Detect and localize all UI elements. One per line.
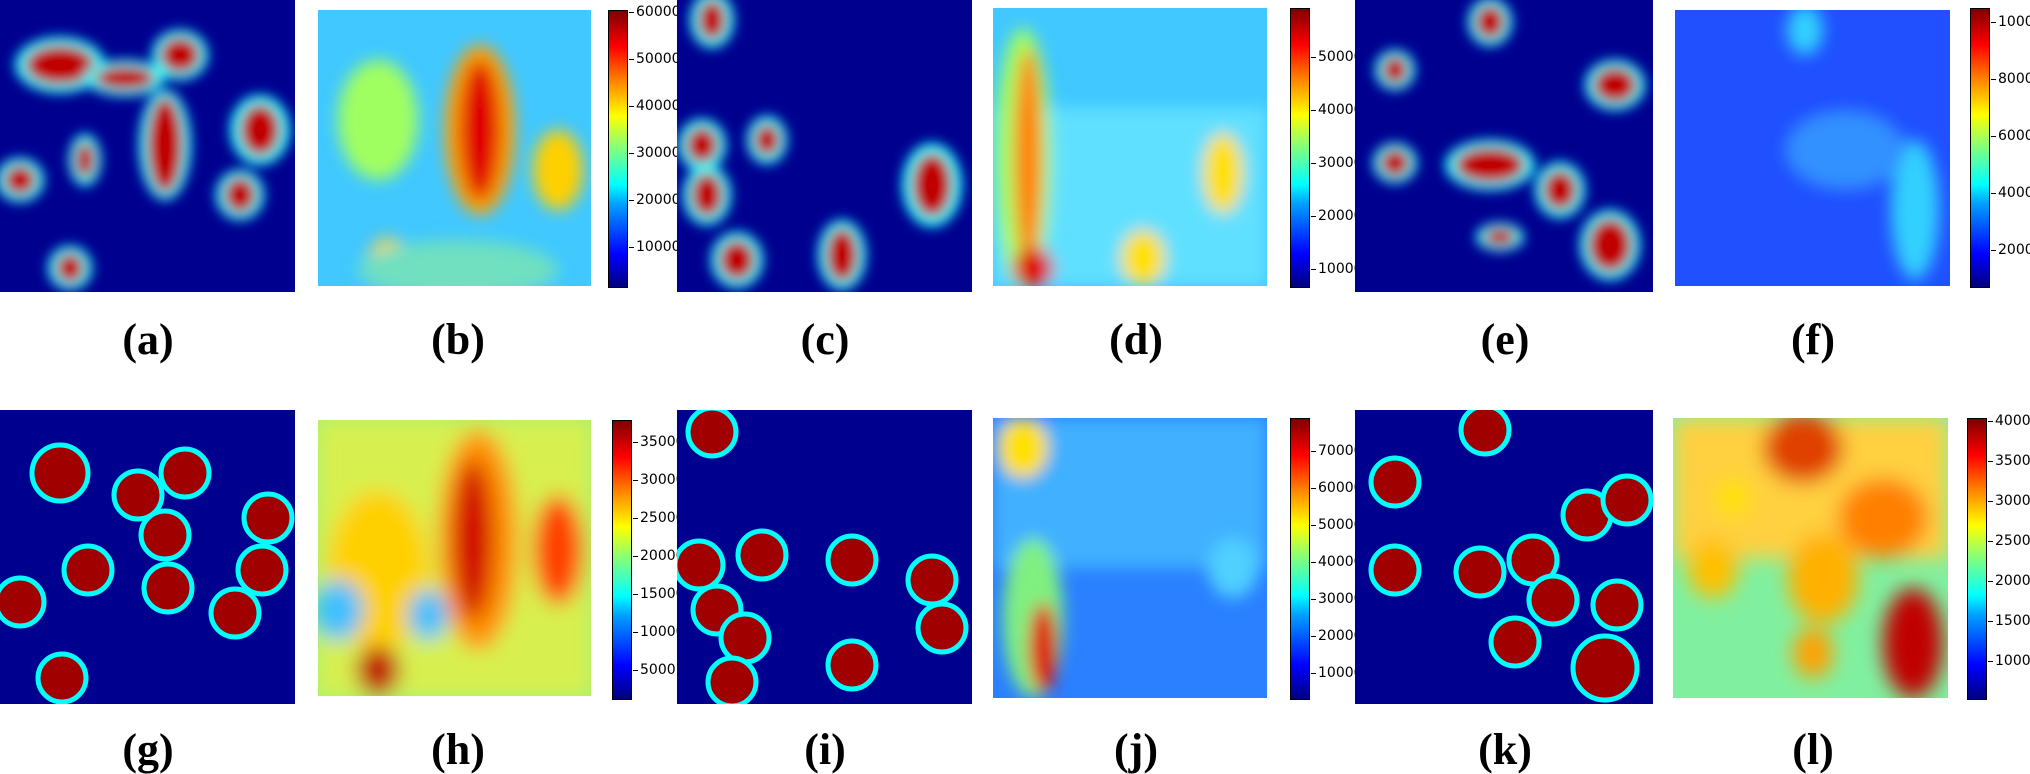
cbar-l-tick: 10000 xyxy=(1988,653,2030,669)
cbar-h-tick: 5000 xyxy=(633,662,676,678)
cbar-b-tick: 30000 xyxy=(629,145,681,161)
map-l xyxy=(1673,418,1948,698)
cbar-d-tick: 10000 xyxy=(1311,261,1363,277)
cbar-d-tick: 20000 xyxy=(1311,208,1363,224)
cbar-f-tick: 40000 xyxy=(1991,185,2030,201)
map-j-field xyxy=(993,418,1267,698)
map-c xyxy=(677,0,972,292)
cbar-h-tick: 25000 xyxy=(633,510,685,526)
cbar-h-tick: 20000 xyxy=(633,548,685,564)
cbar-b-tick: 10000 xyxy=(629,239,681,255)
caption-h: (h) xyxy=(431,725,485,774)
caption-g: (g) xyxy=(122,725,174,774)
cbar-d-tick: 30000 xyxy=(1311,155,1363,171)
colorbar-j xyxy=(1290,418,1310,700)
cbar-f-tick: 20000 xyxy=(1991,242,2030,258)
cbar-b-tick: 40000 xyxy=(629,98,681,114)
colorbar-b xyxy=(608,10,628,288)
caption-b: (b) xyxy=(431,315,485,364)
cbar-h-tick: 15000 xyxy=(633,586,685,602)
map-b xyxy=(318,10,591,286)
cbar-f-tick: 100000 xyxy=(1990,14,2030,30)
map-h xyxy=(318,420,591,696)
map-h-field xyxy=(318,420,591,696)
cbar-l-tick: 20000 xyxy=(1988,573,2030,589)
cbar-l-tick: 35000 xyxy=(1988,453,2030,469)
caption-k: (k) xyxy=(1478,725,1532,774)
cbar-l-tick: 15000 xyxy=(1988,613,2030,629)
cbar-d-tick: 50000 xyxy=(1311,49,1363,65)
cbar-b-tick: 60000 xyxy=(629,4,681,20)
cbar-d-tick: 40000 xyxy=(1311,102,1363,118)
cbar-h-tick: 35000 xyxy=(633,434,685,450)
cbar-l-tick: 40000 xyxy=(1988,413,2030,429)
map-l-field xyxy=(1673,418,1948,698)
cbar-b-tick: 50000 xyxy=(629,51,681,67)
cbar-h-tick: 10000 xyxy=(633,624,685,640)
map-b-field xyxy=(338,45,583,286)
caption-a: (a) xyxy=(122,315,174,364)
map-c-heat xyxy=(678,0,962,290)
colorbar-d xyxy=(1290,8,1310,288)
map-i xyxy=(677,410,972,704)
cbar-j-tick: 30000 xyxy=(1311,591,1363,607)
cbar-l-tick: 25000 xyxy=(1988,533,2030,549)
cbar-f-tick: 80000 xyxy=(1991,71,2030,87)
map-a xyxy=(0,0,295,292)
map-d xyxy=(993,8,1267,286)
cbar-j-tick: 10000 xyxy=(1311,665,1363,681)
colorbar-l xyxy=(1967,418,1987,700)
caption-d: (d) xyxy=(1109,315,1163,364)
map-a-heat xyxy=(0,30,290,290)
map-e-heat xyxy=(1373,0,1645,280)
colorbar-f xyxy=(1970,8,1990,288)
map-k-circles xyxy=(1368,410,1653,703)
cbar-l-tick: 30000 xyxy=(1988,493,2030,509)
cbar-j-tick: 20000 xyxy=(1311,628,1363,644)
cbar-b-tick: 20000 xyxy=(629,192,681,208)
caption-j: (j) xyxy=(1114,725,1158,774)
cbar-j-tick: 60000 xyxy=(1311,480,1363,496)
cbar-j-tick: 70000 xyxy=(1311,443,1363,459)
cbar-j-tick: 50000 xyxy=(1311,517,1363,533)
map-j xyxy=(993,418,1267,698)
colorbar-h xyxy=(612,420,632,700)
map-f xyxy=(1675,10,1950,286)
caption-l: (l) xyxy=(1792,725,1834,774)
map-g xyxy=(0,410,295,704)
cbar-h-tick: 30000 xyxy=(633,472,685,488)
caption-c: (c) xyxy=(800,315,850,364)
map-g-circles xyxy=(0,442,295,704)
cbar-j-tick: 40000 xyxy=(1311,554,1363,570)
map-i-circles xyxy=(677,410,969,704)
map-f-field xyxy=(1785,10,1939,280)
caption-i: (i) xyxy=(804,725,846,774)
map-d-field xyxy=(993,28,1267,286)
caption-f: (f) xyxy=(1791,315,1835,364)
caption-e: (e) xyxy=(1480,315,1530,364)
map-e xyxy=(1355,0,1653,292)
cbar-f-tick: 60000 xyxy=(1991,128,2030,144)
map-k xyxy=(1355,410,1653,704)
